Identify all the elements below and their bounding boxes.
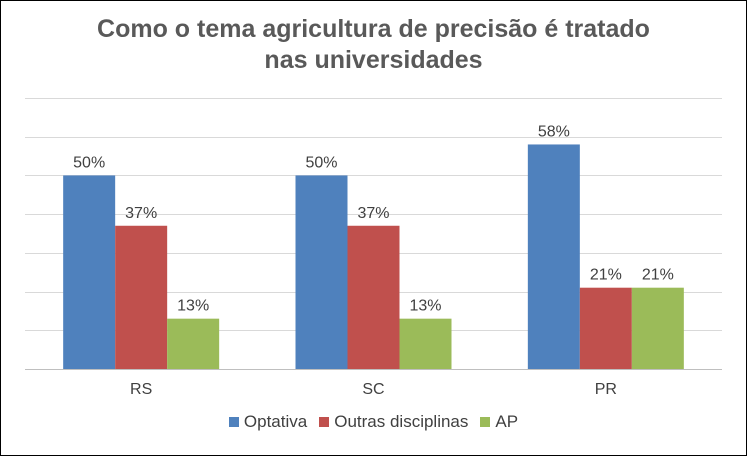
- legend-label-outras-disciplinas: Outras disciplinas: [334, 412, 469, 431]
- bar-rs-ap: [167, 318, 220, 369]
- data-label: 50%: [305, 154, 337, 171]
- bar-sc-ap: [399, 318, 452, 369]
- category-label-pr: PR: [595, 381, 617, 398]
- bar-sc-outras-disciplinas: [347, 225, 400, 369]
- data-label: 13%: [177, 298, 209, 315]
- legend-label-optativa: Optativa: [243, 412, 308, 431]
- chart-title-line-1: Como o tema agricultura de precisão é tr…: [97, 15, 650, 43]
- category-label-sc: SC: [362, 381, 384, 398]
- data-label: 58%: [538, 123, 570, 140]
- chart-title: Como o tema agricultura de precisão é tr…: [0, 14, 747, 76]
- chart-legend: Optativa Outras disciplinas AP: [0, 412, 747, 432]
- data-label: 21%: [642, 267, 674, 284]
- bar-rs-outras-disciplinas: [115, 225, 168, 369]
- bar-pr-optativa: [527, 144, 580, 369]
- bar-rs-optativa: [63, 175, 116, 369]
- legend-item-ap: AP: [480, 412, 518, 432]
- legend-swatch-ap: [480, 417, 491, 427]
- category-label-rs: RS: [130, 381, 152, 398]
- data-label: 13%: [409, 298, 441, 315]
- data-label: 37%: [357, 205, 389, 222]
- data-label: 37%: [125, 205, 157, 222]
- legend-label-ap: AP: [495, 412, 519, 431]
- chart-title-line-2: nas universidades: [264, 46, 483, 74]
- data-label: 21%: [590, 267, 622, 284]
- bar-sc-optativa: [295, 175, 348, 369]
- legend-swatch-optativa: [228, 417, 239, 427]
- legend-item-outras-disciplinas: Outras disciplinas: [319, 412, 468, 432]
- bar-pr-ap: [631, 287, 684, 369]
- data-label: 50%: [73, 154, 105, 171]
- bar-pr-outras-disciplinas: [579, 287, 632, 369]
- legend-item-optativa: Optativa: [228, 412, 308, 432]
- legend-swatch-outras-disciplinas: [319, 417, 330, 427]
